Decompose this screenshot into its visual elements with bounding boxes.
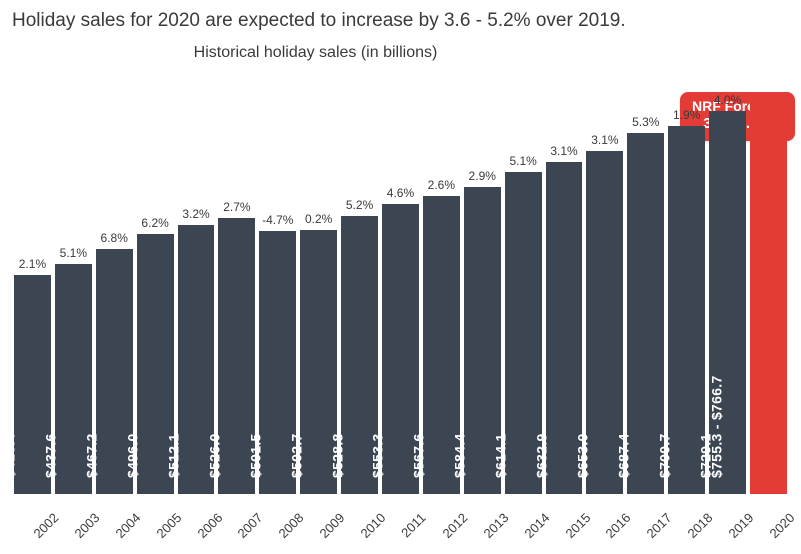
x-tick: 2004 — [96, 500, 133, 515]
pct-label: 6.8% — [101, 231, 128, 245]
value-label: $700.7 — [656, 433, 672, 478]
pct-label: 1.9% — [673, 108, 700, 122]
pct-label: 2.1% — [19, 257, 46, 271]
value-label: $501.5 — [247, 433, 263, 478]
x-tick: 2003 — [55, 500, 92, 515]
bar-col: 2.7%$526.0 — [218, 74, 255, 494]
pct-label: 4.6% — [387, 186, 414, 200]
x-tick: 2012 — [423, 500, 460, 515]
chart-subtitle: Historical holiday sales (in billions) — [0, 44, 801, 62]
pct-label: 2.7% — [223, 200, 250, 214]
pct-label: 5.2% — [346, 198, 373, 212]
bar-forecast: $755.3 - $766.7 — [750, 94, 787, 494]
pct-label: 5.1% — [60, 246, 87, 260]
pct-label: 3.1% — [591, 133, 618, 147]
bar-col: 3.2%$512.1 — [178, 74, 215, 494]
pct-label: 2.6% — [428, 178, 455, 192]
x-tick: 2002 — [14, 500, 51, 515]
pct-label: 4.0% — [714, 93, 741, 107]
pct-label: -4.7% — [262, 213, 293, 227]
bar-col: 5.1%$614.1 — [505, 74, 542, 494]
pct-label: 2.9% — [469, 169, 496, 183]
x-tick: 2018 — [668, 500, 705, 515]
x-tick: 2020 — [750, 500, 787, 515]
bar-col: 5.2%$528.8 — [341, 74, 378, 494]
value-label: $653.0 — [575, 433, 591, 478]
bar-col: 5.1%$437.6 — [55, 74, 92, 494]
value-label: $437.6 — [43, 433, 59, 478]
pct-label: 5.1% — [509, 154, 536, 168]
value-label: $567.6 — [411, 433, 427, 478]
value-label: $528.8 — [329, 433, 345, 478]
x-tick: 2015 — [546, 500, 583, 515]
value-label: $614.1 — [493, 433, 509, 478]
page-title: Holiday sales for 2020 are expected to i… — [0, 0, 801, 36]
bar-col: 1.9%$700.7 — [668, 74, 705, 494]
x-tick: 2017 — [627, 500, 664, 515]
x-tick: 2014 — [505, 500, 542, 515]
x-tick: 2008 — [259, 500, 296, 515]
bar-col: 4.6%$553.3 — [382, 74, 419, 494]
value-label: $755.3 - $766.7 — [709, 375, 725, 478]
x-tick: 2016 — [586, 500, 623, 515]
value-label: $584.4 — [452, 433, 468, 478]
bar-col: 2.9%$584.4 — [464, 74, 501, 494]
x-tick: 2011 — [382, 500, 419, 515]
pct-label: 3.1% — [550, 144, 577, 158]
value-label: $526.0 — [207, 433, 223, 478]
x-tick: 2013 — [464, 500, 501, 515]
bar-col: 3.1%$632.9 — [546, 74, 583, 494]
bar-col: 3.1%$653.0 — [586, 74, 623, 494]
x-tick: 2006 — [178, 500, 215, 515]
pct-label: 5.3% — [632, 115, 659, 129]
bar-col: 2.1%$416.4 — [14, 74, 51, 494]
chart-container: Historical holiday sales (in billions) N… — [0, 44, 801, 515]
value-label: $553.3 — [370, 433, 386, 478]
bar-col: 0.2%$502.7 — [300, 74, 337, 494]
forecast-pointer-line — [766, 108, 768, 110]
value-label: $632.9 — [534, 433, 550, 478]
value-label: $416.4 — [2, 433, 18, 478]
forecast-pointer-knob — [764, 137, 772, 145]
bar-col: 6.8%$467.2 — [96, 74, 133, 494]
bar-col: 6.2%$496.0 — [137, 74, 174, 494]
x-tick: 2005 — [137, 500, 174, 515]
pct-label: 6.2% — [141, 216, 168, 230]
x-tick: 2019 — [709, 500, 746, 515]
bar-col: 2.6%$567.6 — [423, 74, 460, 494]
pct-label: 3.2% — [182, 207, 209, 221]
x-tick: 2010 — [341, 500, 378, 515]
value-label: $467.2 — [84, 433, 100, 478]
x-axis: 2002 2003 2004 2005 20062007 2008 2009 2010 2011… — [14, 500, 787, 515]
value-label: $496.0 — [125, 433, 141, 478]
plot-area: 2.1%$416.45.1%$437.66.8%$467.26.2%$496.0… — [14, 74, 787, 494]
x-tick: 2009 — [300, 500, 337, 515]
value-label: $502.7 — [288, 433, 304, 478]
pct-label: 0.2% — [305, 212, 332, 226]
value-label: $512.1 — [166, 433, 182, 478]
x-tick: 2007 — [218, 500, 255, 515]
value-label: $687.4 — [615, 433, 631, 478]
bar-col: -4.7%$501.5 — [259, 74, 296, 494]
bar-col: 5.3%$687.4 — [627, 74, 664, 494]
